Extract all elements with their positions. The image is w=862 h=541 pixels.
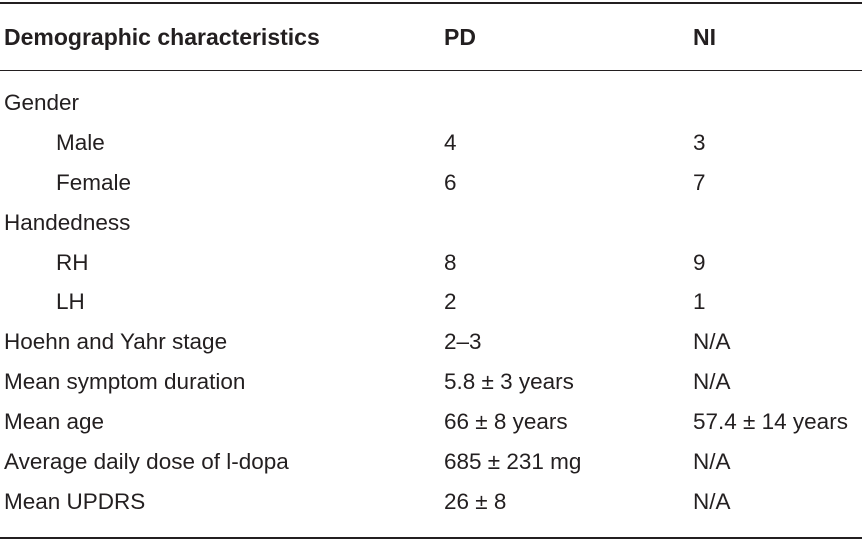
table-row: Average daily dose of l-dopa 685 ± 231 m… <box>0 443 862 483</box>
row-label: Gender <box>4 90 80 115</box>
top-rule <box>0 2 862 4</box>
row-pd-value: 2–3 <box>444 329 482 355</box>
header-rule <box>0 70 862 71</box>
row-pd-value: 6 <box>444 169 457 195</box>
row-pd-value: 26 ± 8 <box>444 488 507 514</box>
row-label: Handedness <box>4 209 131 235</box>
table-row: Male 4 3 <box>0 124 862 164</box>
table-row: Mean symptom duration 5.8 ± 3 years N/A <box>0 363 862 403</box>
bottom-rule <box>0 537 862 539</box>
row-label: Female <box>56 169 132 195</box>
table-body: Gender Male 4 3 Female 6 7 Handedness RH… <box>0 84 862 523</box>
table-row: Hoehn and Yahr stage 2–3 N/A <box>0 323 862 363</box>
table-row: LH 2 1 <box>0 283 862 323</box>
table-row: RH 8 9 <box>0 244 862 284</box>
row-pd-value: 5.8 ± 3 years <box>444 369 574 395</box>
header-pd: PD <box>444 24 476 50</box>
row-label: Mean symptom duration <box>4 369 246 395</box>
table-row: Female 6 7 <box>0 164 862 204</box>
row-label: Mean age <box>4 409 105 435</box>
row-label: Male <box>56 129 105 155</box>
row-ni-value: N/A <box>693 329 731 355</box>
row-ni-value: 1 <box>693 289 706 315</box>
table-row: Mean UPDRS 26 ± 8 N/A <box>0 483 862 523</box>
table-row: Gender <box>0 84 862 124</box>
row-ni-value: 3 <box>693 129 706 155</box>
row-pd-value: 4 <box>444 129 457 155</box>
table-row: Handedness <box>0 204 862 244</box>
row-label: Hoehn and Yahr stage <box>4 329 228 355</box>
table-row: Mean age 66 ± 8 years 57.4 ± 14 years <box>0 403 862 443</box>
header-characteristics: Demographic characteristics <box>4 24 320 50</box>
row-pd-value: 2 <box>444 289 457 315</box>
row-label: Average daily dose of l-dopa <box>4 449 289 475</box>
row-pd-value: 685 ± 231 mg <box>444 449 582 475</box>
row-ni-value: N/A <box>693 488 731 514</box>
row-label: LH <box>56 289 85 315</box>
row-ni-value: N/A <box>693 369 731 395</box>
row-pd-value: 66 ± 8 years <box>444 409 568 435</box>
row-ni-value: N/A <box>693 449 731 475</box>
table-header-row: Demographic characteristics PD NI <box>0 4 862 70</box>
row-label: Mean UPDRS <box>4 488 146 514</box>
row-pd-value: 8 <box>444 249 457 275</box>
row-label: RH <box>56 249 89 275</box>
row-ni-value: 57.4 ± 14 years <box>693 409 848 435</box>
header-ni: NI <box>693 24 716 50</box>
row-ni-value: 7 <box>693 169 706 195</box>
row-ni-value: 9 <box>693 249 706 275</box>
